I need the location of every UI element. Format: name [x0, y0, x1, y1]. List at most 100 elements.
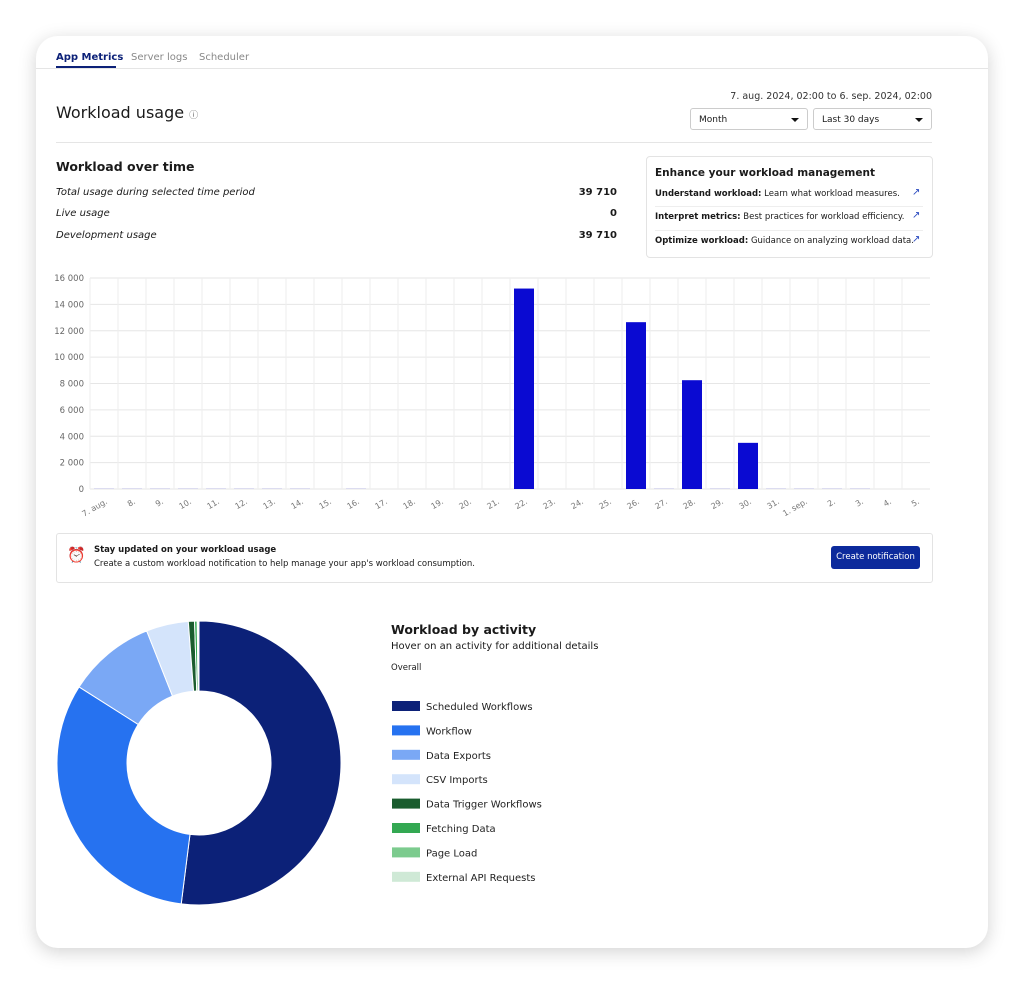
x-tick-label: 11.	[205, 497, 221, 511]
x-tick-label: 26.	[625, 497, 641, 511]
x-tick-label: 8.	[126, 497, 137, 509]
x-tick-label: 16.	[345, 497, 361, 511]
x-tick-label: 25.	[597, 497, 613, 511]
create-button[interactable]: Create notification	[831, 546, 920, 569]
info-bold: Interpret metrics:	[655, 212, 741, 222]
info-item[interactable]: Optimize workload: Guidance on analyzing…	[655, 236, 914, 246]
notification-box	[56, 533, 933, 583]
y-tick-label: 12 000	[54, 327, 84, 337]
date-range: 7. aug. 2024, 02:00 to 6. sep. 2024, 02:…	[730, 91, 932, 102]
legend-swatch	[392, 847, 420, 858]
bar	[626, 322, 646, 489]
x-tick-label: 12.	[233, 497, 249, 511]
x-tick-label: 2.	[826, 497, 837, 509]
info-bold: Optimize workload:	[655, 236, 749, 246]
row-label: Live usage	[56, 208, 110, 219]
y-tick-label: 14 000	[54, 300, 84, 310]
x-tick-label: 28.	[681, 497, 697, 511]
y-tick-label: 6 000	[60, 406, 84, 416]
tab-indicator	[56, 66, 116, 68]
info-bold: Understand workload:	[655, 189, 762, 199]
y-tick-label: 8 000	[60, 380, 84, 390]
info-text: Learn what workload measures.	[764, 189, 900, 199]
y-tick-label: 2 000	[60, 459, 84, 469]
alarm-icon: ⏰	[67, 546, 86, 564]
bar	[514, 288, 534, 489]
info-box	[646, 156, 933, 258]
legend-swatch	[392, 774, 420, 785]
x-tick-label: 1. sep.	[781, 497, 809, 518]
legend-label: CSV Imports	[426, 775, 488, 786]
legend-label: External API Requests	[426, 873, 536, 884]
x-tick-label: 15.	[317, 497, 333, 511]
row-value: 0	[610, 208, 617, 219]
legend-label: Page Load	[426, 848, 477, 859]
divider	[56, 142, 932, 143]
pie-slice	[56, 686, 191, 905]
legend-label: Scheduled Workflows	[426, 702, 533, 713]
x-tick-label: 29.	[709, 497, 725, 511]
external-link[interactable]: ↗	[912, 187, 921, 198]
x-tick-label: 3.	[854, 497, 865, 509]
external-link[interactable]: ↗	[912, 234, 921, 245]
row-value: 39 710	[578, 187, 617, 198]
bar	[738, 442, 758, 489]
divider	[36, 68, 988, 69]
legend-label: Workflow	[426, 726, 472, 737]
x-tick-label: 20.	[457, 497, 473, 511]
x-tick-label: 23.	[541, 497, 557, 511]
x-tick-label: 24.	[569, 497, 585, 511]
select[interactable]: Last 30 days	[813, 108, 932, 130]
help-icon[interactable]: ⓘ	[189, 111, 199, 121]
row-label: Development usage	[56, 230, 157, 241]
page-title: Workload usage ⓘ	[56, 103, 198, 122]
legend-label: Data Trigger Workflows	[426, 800, 542, 811]
x-tick-label: 4.	[882, 497, 893, 509]
tab[interactable]: Scheduler	[199, 52, 250, 63]
y-tick-label: 16 000	[54, 274, 84, 284]
row-label: Total usage during selected time period	[56, 187, 255, 198]
x-tick-label: 19.	[429, 497, 445, 511]
card	[36, 36, 988, 948]
select[interactable]: Month	[690, 108, 808, 130]
x-tick-label: 31.	[765, 497, 781, 511]
info-text: Guidance on analyzing workload data.	[750, 236, 914, 246]
pie-chart: Scheduled Workflows Workflow Data Exports C…	[56, 620, 542, 906]
x-tick-label: 13.	[261, 497, 277, 511]
legend-swatch	[392, 798, 420, 809]
pie-title: Workload by activity	[391, 622, 537, 637]
tab[interactable]: App Metrics	[56, 52, 124, 63]
legend-swatch	[392, 725, 420, 736]
legend-swatch	[392, 701, 420, 711]
x-tick-label: 14.	[289, 497, 305, 511]
x-tick-label: 17.	[373, 497, 389, 511]
y-tick-label: 10 000	[54, 353, 84, 363]
x-tick-label: 9.	[154, 497, 165, 509]
x-tick-label: 27.	[653, 497, 669, 511]
section-title: Workload over time	[56, 159, 195, 174]
x-tick-label: 18.	[401, 497, 417, 511]
x-tick-label: 5.	[910, 497, 921, 509]
x-tick-label: 7. aug.	[80, 497, 109, 519]
info-item[interactable]: Interpret metrics: Best practices for wo…	[655, 212, 904, 222]
info-title: Enhance your workload management	[655, 167, 875, 179]
x-tick-label: 10.	[177, 497, 193, 511]
external-link[interactable]: ↗	[912, 210, 921, 221]
info-text: Best practices for workload efficiency.	[743, 212, 905, 222]
notification-text: Create a custom workload notification to…	[94, 559, 475, 569]
row-value: 39 710	[578, 230, 617, 241]
x-tick-label: 30.	[737, 497, 753, 511]
x-tick-label: 22.	[513, 497, 529, 511]
legend-label: Data Exports	[426, 751, 491, 762]
notification-title: Stay updated on your workload usage	[94, 545, 277, 555]
bar-chart: 0 2 000 4 000 6 000 8 000 10 000 12 000 14 000 1…	[54, 274, 930, 519]
x-tick-label: 21.	[485, 497, 501, 511]
info-item[interactable]: Understand workload: Learn what workload…	[655, 189, 900, 199]
legend-swatch	[392, 749, 420, 760]
bar	[682, 380, 702, 489]
divider	[655, 230, 923, 231]
legend-label: Fetching Data	[426, 824, 496, 835]
pie-subtitle: Hover on an activity for additional deta…	[391, 641, 599, 652]
tab[interactable]: Server logs	[131, 52, 188, 63]
